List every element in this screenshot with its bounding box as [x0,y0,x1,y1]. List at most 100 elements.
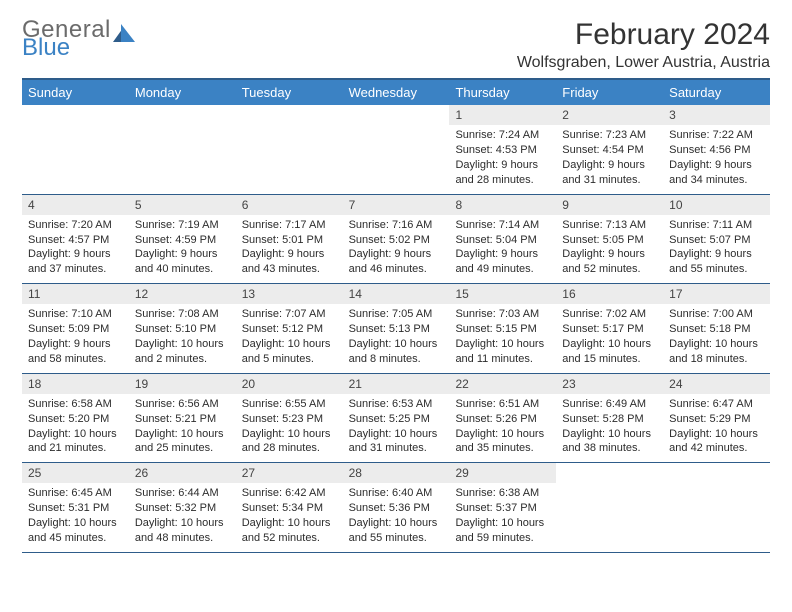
calendar-cell: 5 Sunrise: 7:19 AMSunset: 4:59 PMDaylight… [129,195,236,284]
day-number: 12 [129,284,236,304]
calendar-cell: 9Sunrise: 7:13 AMSunset: 5:05 PMDaylight… [556,195,663,284]
sunrise-line: Sunrise: 7:19 AM [135,218,230,233]
calendar-cell: 11Sunrise: 7:10 AMSunset: 5:09 PMDayligh… [22,284,129,373]
day-number: 29 [449,463,556,483]
cell-body [556,467,663,476]
day-number: 28 [343,463,450,483]
calendar-cell: 28Sunrise: 6:40 AMSunset: 5:36 PMDayligh… [343,463,450,552]
calendar-cell: 10Sunrise: 7:11 AMSunset: 5:07 PMDayligh… [663,195,770,284]
calendar-cell [556,463,663,552]
cell-body: Sunrise: 7:14 AMSunset: 5:04 PMDaylight:… [449,215,556,283]
sunset-line: Sunset: 5:17 PM [562,322,657,337]
sunset-line: Sunset: 5:09 PM [28,322,123,337]
sunset-line: Sunset: 5:01 PM [242,233,337,248]
sunset-line: Sunset: 5:07 PM [669,233,764,248]
day-number: 24 [663,374,770,394]
calendar-grid: SundayMondayTuesdayWednesdayThursdayFrid… [22,80,770,553]
calendar-cell [129,105,236,194]
cell-body: Sunrise: 7:23 AMSunset: 4:54 PMDaylight:… [556,125,663,193]
cell-body: Sunrise: 7:11 AMSunset: 5:07 PMDaylight:… [663,215,770,283]
calendar-cell: 6Sunrise: 7:17 AMSunset: 5:01 PMDaylight… [236,195,343,284]
calendar-cell: 17Sunrise: 7:00 AMSunset: 5:18 PMDayligh… [663,284,770,373]
week-row: 25Sunrise: 6:45 AMSunset: 5:31 PMDayligh… [22,463,770,553]
sunrise-line: Sunrise: 7:16 AM [349,218,444,233]
sunset-line: Sunset: 5:18 PM [669,322,764,337]
day-number: 26 [129,463,236,483]
brand-logo: General Blue [22,18,135,60]
cell-body [663,467,770,476]
day-header: Wednesday [343,80,450,105]
sunrise-line: Sunrise: 7:14 AM [455,218,550,233]
sunrise-line: Sunrise: 7:17 AM [242,218,337,233]
cell-body: Sunrise: 7:24 AMSunset: 4:53 PMDaylight:… [449,125,556,193]
sunrise-line: Sunrise: 7:07 AM [242,307,337,322]
day-number: 9 [556,195,663,215]
sunrise-line: Sunrise: 6:51 AM [455,397,550,412]
cell-body: Sunrise: 6:44 AMSunset: 5:32 PMDaylight:… [129,483,236,551]
sunset-line: Sunset: 5:26 PM [455,412,550,427]
cell-body: Sunrise: 7:00 AMSunset: 5:18 PMDaylight:… [663,304,770,372]
day-number: 11 [22,284,129,304]
sunrise-line: Sunrise: 6:56 AM [135,397,230,412]
daylight-line: Daylight: 10 hours and 45 minutes. [28,516,123,546]
sunset-line: Sunset: 4:56 PM [669,143,764,158]
day-header: Friday [556,80,663,105]
daylight-line: Daylight: 9 hours and 34 minutes. [669,158,764,188]
week-row: 1Sunrise: 7:24 AMSunset: 4:53 PMDaylight… [22,105,770,195]
daylight-line: Daylight: 10 hours and 5 minutes. [242,337,337,367]
calendar-cell: 29Sunrise: 6:38 AMSunset: 5:37 PMDayligh… [449,463,556,552]
sunset-line: Sunset: 5:29 PM [669,412,764,427]
month-title: February 2024 [517,18,770,52]
week-row: 18Sunrise: 6:58 AMSunset: 5:20 PMDayligh… [22,374,770,464]
daylight-line: Daylight: 9 hours and 40 minutes. [135,247,230,277]
cell-body: Sunrise: 6:51 AMSunset: 5:26 PMDaylight:… [449,394,556,462]
day-number: 23 [556,374,663,394]
daylight-line: Daylight: 10 hours and 59 minutes. [455,516,550,546]
day-number: 15 [449,284,556,304]
cell-body [129,109,236,118]
week-row: 11Sunrise: 7:10 AMSunset: 5:09 PMDayligh… [22,284,770,374]
daylight-line: Daylight: 10 hours and 2 minutes. [135,337,230,367]
sunrise-line: Sunrise: 6:49 AM [562,397,657,412]
day-number: 5 [129,195,236,215]
sunrise-line: Sunrise: 7:05 AM [349,307,444,322]
day-number: 25 [22,463,129,483]
cell-body: Sunrise: 6:49 AMSunset: 5:28 PMDaylight:… [556,394,663,462]
sunset-line: Sunset: 5:13 PM [349,322,444,337]
week-row: 4Sunrise: 7:20 AMSunset: 4:57 PMDaylight… [22,195,770,285]
calendar-cell [663,463,770,552]
calendar-cell [343,105,450,194]
cell-body: Sunrise: 7:20 AMSunset: 4:57 PMDaylight:… [22,215,129,283]
daylight-line: Daylight: 10 hours and 38 minutes. [562,427,657,457]
day-number: 19 [129,374,236,394]
calendar-cell: 24Sunrise: 6:47 AMSunset: 5:29 PMDayligh… [663,374,770,463]
day-number: 1 [449,105,556,125]
sunset-line: Sunset: 4:59 PM [135,233,230,248]
daylight-line: Daylight: 10 hours and 28 minutes. [242,427,337,457]
cell-body: Sunrise: 6:53 AMSunset: 5:25 PMDaylight:… [343,394,450,462]
sunset-line: Sunset: 4:53 PM [455,143,550,158]
sunset-line: Sunset: 5:23 PM [242,412,337,427]
cell-body: Sunrise: 6:47 AMSunset: 5:29 PMDaylight:… [663,394,770,462]
daylight-line: Daylight: 9 hours and 28 minutes. [455,158,550,188]
daylight-line: Daylight: 10 hours and 31 minutes. [349,427,444,457]
location-subtitle: Wolfsgraben, Lower Austria, Austria [517,54,770,72]
daylight-line: Daylight: 9 hours and 58 minutes. [28,337,123,367]
daylight-line: Daylight: 10 hours and 52 minutes. [242,516,337,546]
day-number: 17 [663,284,770,304]
calendar-cell: 26Sunrise: 6:44 AMSunset: 5:32 PMDayligh… [129,463,236,552]
daylight-line: Daylight: 10 hours and 25 minutes. [135,427,230,457]
cell-body: Sunrise: 6:38 AMSunset: 5:37 PMDaylight:… [449,483,556,551]
sunrise-line: Sunrise: 6:53 AM [349,397,444,412]
day-number: 10 [663,195,770,215]
cell-body: Sunrise: 7:22 AMSunset: 4:56 PMDaylight:… [663,125,770,193]
calendar-cell: 20Sunrise: 6:55 AMSunset: 5:23 PMDayligh… [236,374,343,463]
calendar-cell: 25Sunrise: 6:45 AMSunset: 5:31 PMDayligh… [22,463,129,552]
day-header: Tuesday [236,80,343,105]
sunrise-line: Sunrise: 6:55 AM [242,397,337,412]
calendar-cell: 18Sunrise: 6:58 AMSunset: 5:20 PMDayligh… [22,374,129,463]
sunrise-line: Sunrise: 6:38 AM [455,486,550,501]
day-number: 18 [22,374,129,394]
calendar-cell: 27Sunrise: 6:42 AMSunset: 5:34 PMDayligh… [236,463,343,552]
cell-body: Sunrise: 6:55 AMSunset: 5:23 PMDaylight:… [236,394,343,462]
